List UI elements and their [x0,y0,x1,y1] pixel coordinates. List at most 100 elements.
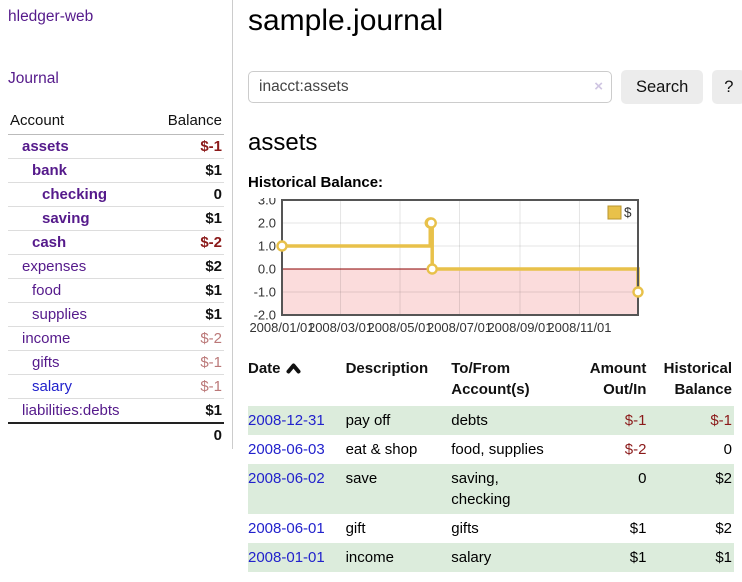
chart-title: Historical Balance: [248,174,384,191]
accounts-table: Account Balance assets $-1 bank $1 check… [8,108,224,447]
transaction-accounts: food, supplies [451,441,544,458]
account-balance: $1 [137,158,224,183]
transaction-description: save [345,470,378,487]
transaction-balance: $2 [715,520,732,537]
transaction-date-link[interactable]: 2008-12-31 [248,412,325,429]
account-link-food[interactable]: food [32,282,62,299]
transactions-table: Date Description To/From Account(s) Amou… [248,356,734,572]
account-balance: $1 [137,302,224,327]
clear-search-icon[interactable]: × [594,78,603,95]
account-row: supplies $1 [8,302,224,327]
transaction-row: 2008-06-03 eat & shop food, supplies $-2… [248,435,734,464]
account-link-supplies[interactable]: supplies [32,306,88,323]
account-row: saving $1 [8,206,224,231]
column-header-accounts: To/From Account(s) [451,360,530,398]
account-heading: assets [248,129,318,156]
account-row: assets $-1 [8,134,224,159]
transaction-description: gift [345,520,366,537]
page-title: sample.journal [248,4,444,37]
accounts-total-row: 0 [8,422,224,447]
svg-text:-2.0: -2.0 [254,308,276,323]
column-header-date[interactable]: Date [248,356,346,406]
account-link-salary[interactable]: salary [32,378,73,395]
account-link-assets[interactable]: assets [22,138,69,155]
svg-text:1.0: 1.0 [258,239,276,254]
transaction-description: income [345,549,394,566]
account-link-gifts[interactable]: gifts [32,354,60,371]
search-form: × Search ? [248,70,742,104]
sidebar: hledger-web Journal Account Balance asse… [0,0,233,449]
search-button[interactable]: Search [621,70,704,104]
transaction-row: 2008-06-01 gift gifts $1 $2 [248,514,734,543]
transaction-balance: $1 [715,549,732,566]
svg-text:2008/11/01: 2008/11/01 [547,320,611,335]
account-row: cash $-2 [8,230,224,255]
sidebar-item-journal[interactable]: Journal [8,70,59,87]
transaction-amount: $1 [629,549,647,566]
account-balance: $1 [137,278,224,303]
transaction-date-link[interactable]: 2008-06-01 [248,520,325,537]
account-row: income $-2 [8,326,224,351]
account-balance: $1 [137,206,224,231]
accounts-header-row: Account Balance [8,108,224,135]
transaction-date-link[interactable]: 2008-01-01 [248,549,325,566]
account-balance: $-1 [137,374,224,399]
account-row: liabilities:debts $1 [8,398,224,424]
account-balance: $-1 [137,134,224,159]
account-balance: $2 [137,254,224,279]
account-link-cash[interactable]: cash [32,234,67,251]
account-link-checking[interactable]: checking [42,186,108,203]
account-link-income[interactable]: income [22,330,71,347]
account-link-liabilities-debts[interactable]: liabilities:debts [22,402,120,419]
app-title-link[interactable]: hledger-web [8,8,94,25]
account-link-expenses[interactable]: expenses [22,258,87,275]
svg-text:2008/05/01: 2008/05/01 [367,320,432,335]
account-row: checking 0 [8,182,224,207]
account-link-bank[interactable]: bank [32,162,68,179]
transaction-accounts: salary [451,549,492,566]
chart-svg: $3.0 2.0 1.0 0.0 -1.0 -2.02008/01/012008/03/0… [249,198,644,335]
transaction-balance: $2 [715,470,732,487]
column-header-balance: Historical Balance [663,360,732,398]
transaction-row: 2008-01-01 income salary $1 $1 [248,543,734,572]
svg-text:-1.0: -1.0 [254,285,276,300]
transaction-row: 2008-12-31 pay off debts $-1 $-1 [248,406,734,435]
svg-text:2.0: 2.0 [258,216,276,231]
accounts-header-account: Account [8,108,138,135]
transaction-date-link[interactable]: 2008-06-02 [248,470,325,487]
historical-balance-chart: $3.0 2.0 1.0 0.0 -1.0 -2.0 2008/01/01 2008/03/0… [248,198,734,348]
svg-text:$: $ [624,205,632,220]
account-balance: $-2 [137,326,224,351]
transaction-amount: $-1 [624,412,647,429]
column-header-amount: Amount Out/In [589,360,647,398]
accounts-header-balance: Balance [137,108,224,135]
search-input[interactable] [248,71,612,103]
accounts-total-value: 0 [137,422,224,447]
account-row: bank $1 [8,158,224,183]
svg-text:2008/03/01: 2008/03/01 [308,320,373,335]
transaction-amount: 0 [638,470,647,487]
svg-text:3.0: 3.0 [258,198,276,208]
transaction-description: pay off [345,412,391,429]
account-balance: 0 [137,182,224,207]
transaction-amount: $-2 [624,441,647,458]
column-header-description: Description [345,360,429,377]
transaction-row: 2008-06-02 save saving, checking 0 $2 [248,464,734,514]
transaction-balance: 0 [723,441,732,458]
transaction-description: eat & shop [345,441,418,458]
account-link-saving[interactable]: saving [42,210,90,227]
transaction-date-link[interactable]: 2008-06-03 [248,441,325,458]
svg-text:0.0: 0.0 [258,262,276,277]
svg-text:2008/07/01: 2008/07/01 [427,320,492,335]
transaction-balance: $-1 [710,412,732,429]
account-balance: $-2 [137,230,224,255]
account-row: expenses $2 [8,254,224,279]
transaction-accounts: saving, checking [451,470,511,508]
main-content: sample.journal × Search ? assets Histori… [248,0,742,572]
account-row: food $1 [8,278,224,303]
transactions-header-row: Date Description To/From Account(s) Amou… [248,356,734,406]
sort-ascending-icon [286,359,301,380]
svg-text:2008/01/01: 2008/01/01 [249,320,314,335]
svg-text:2008/09/01: 2008/09/01 [487,320,552,335]
help-button[interactable]: ? [712,70,742,104]
